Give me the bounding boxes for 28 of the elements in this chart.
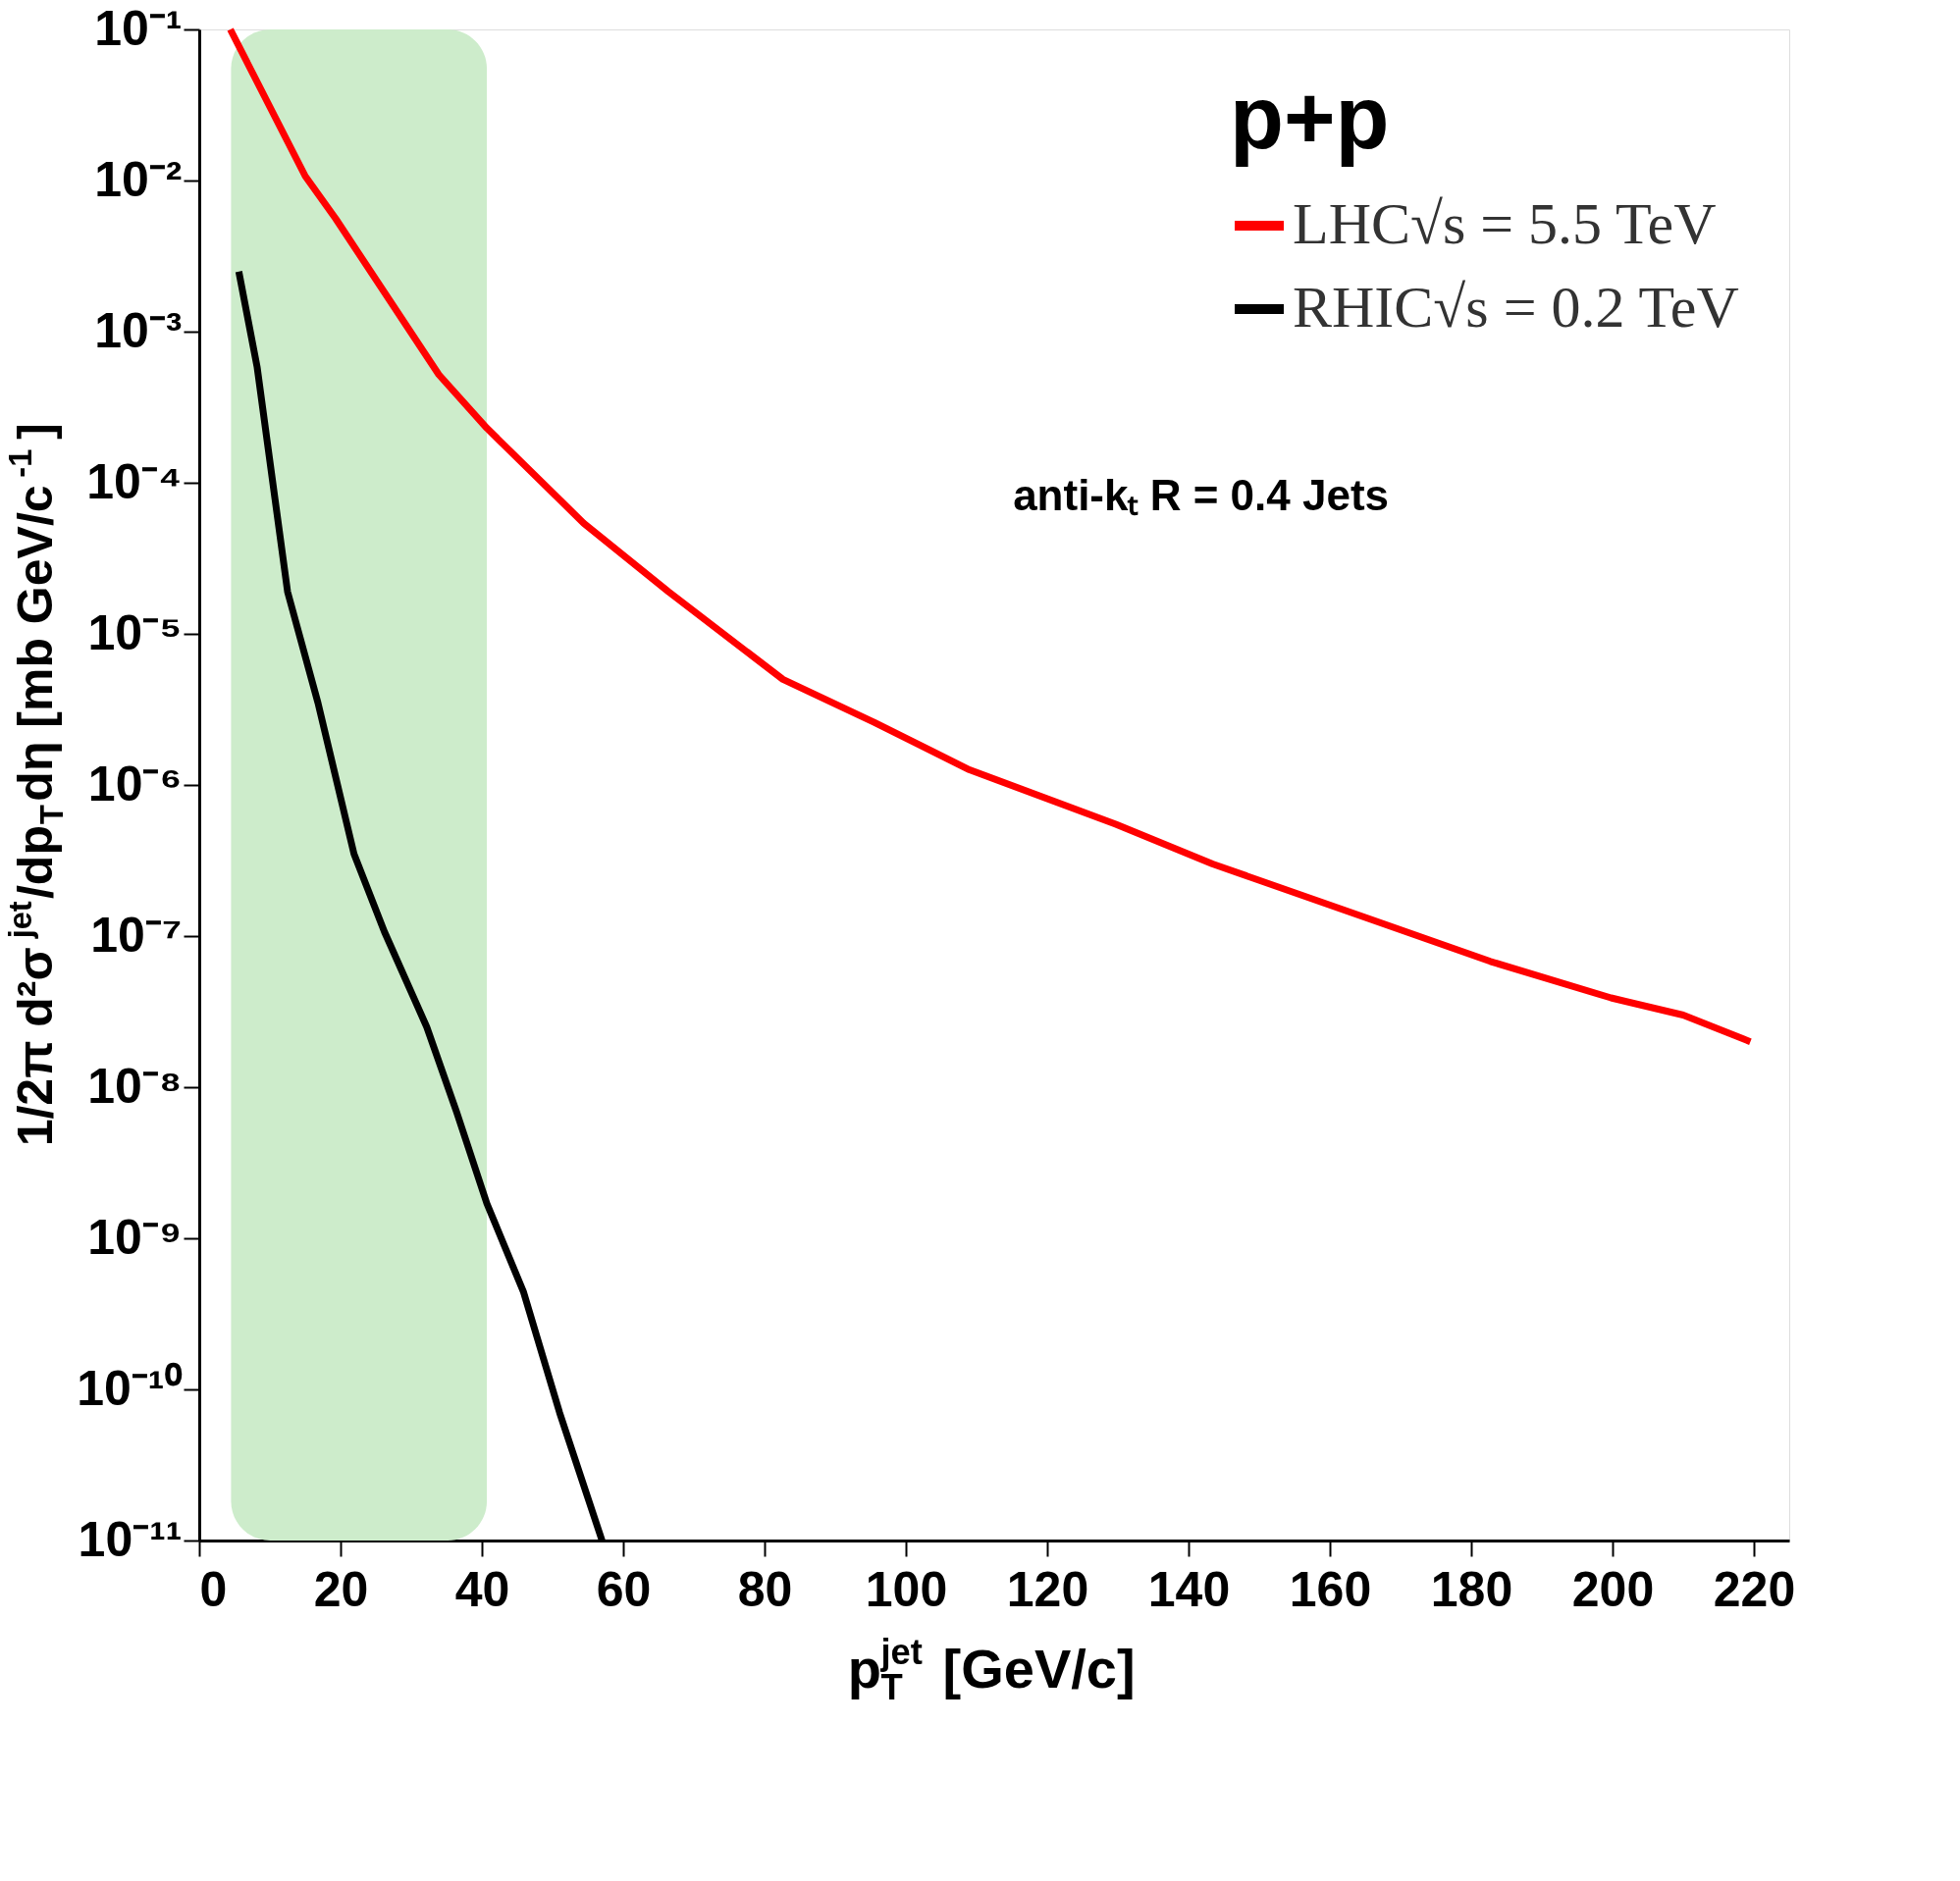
y-tick-label: 10⁻⁹ [87, 1209, 183, 1265]
x-tick-label: 40 [454, 1561, 510, 1617]
y-tick-label: 10⁻¹⁰ [77, 1360, 183, 1416]
y-tick-label: 10⁻⁶ [87, 756, 183, 811]
x-tick-label: 0 [199, 1561, 228, 1617]
annotation: anti-kₜ R = 0.4 Jets [1013, 471, 1390, 520]
y-tick-label: 10⁻¹ [94, 0, 183, 56]
x-tick-label: 220 [1713, 1561, 1796, 1617]
x-tick-label: 60 [596, 1561, 652, 1617]
y-tick-label: 10⁻⁴ [86, 453, 183, 509]
x-tick-label: 140 [1147, 1561, 1231, 1617]
y-tick-label: 10⁻³ [94, 302, 183, 358]
chart-title: p+p [1230, 69, 1390, 167]
y-tick-label: 10⁻⁸ [87, 1058, 183, 1114]
x-tick-label: 200 [1571, 1561, 1655, 1617]
x-tick-label: 120 [1006, 1561, 1089, 1617]
y-tick-label: 10⁻¹¹ [78, 1511, 183, 1567]
x-tick-label: 180 [1430, 1561, 1513, 1617]
x-tick-label: 160 [1289, 1561, 1372, 1617]
y-tick-label: 10⁻⁷ [90, 907, 183, 963]
y-tick-label: 10⁻² [94, 151, 183, 207]
x-tick-label: 80 [737, 1561, 793, 1617]
legend-label: RHIC√s = 0.2 TeV [1293, 275, 1739, 340]
y-tick-label: 10⁻⁵ [87, 604, 183, 660]
x-tick-label: 100 [865, 1561, 948, 1617]
legend-label: LHC√s = 5.5 TeV [1293, 191, 1717, 256]
y-axis-title: 1/2π d²σjet/dpTdη [mb GeV/c-1] [3, 422, 70, 1147]
x-tick-label: 20 [313, 1561, 369, 1617]
